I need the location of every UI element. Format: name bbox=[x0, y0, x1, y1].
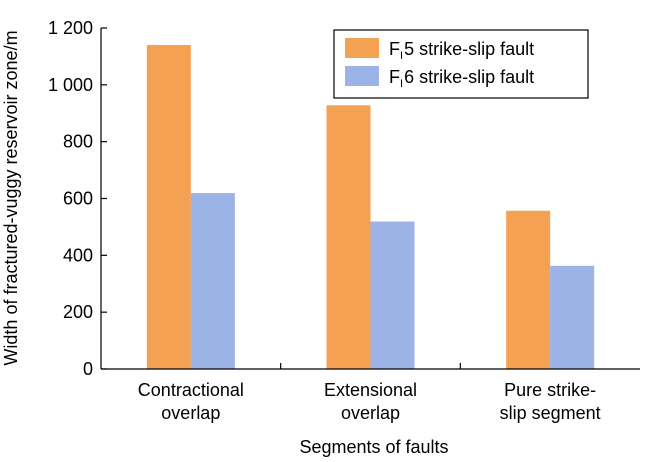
x-ticks-group: Contractional overlap Extensional overlap Pu… bbox=[138, 363, 601, 423]
bar-f5-2 bbox=[506, 210, 551, 369]
legend-swatch bbox=[345, 38, 379, 58]
bar-f5-1 bbox=[326, 105, 371, 369]
y-tick-label: 200 bbox=[63, 302, 93, 322]
y-ticks-group: 0 200 400 600 800 1 000 1 200 bbox=[48, 18, 107, 379]
y-tick-label: 600 bbox=[63, 189, 93, 209]
y-tick-label: 0 bbox=[83, 359, 93, 379]
legend: FI5 strike-slip fault FI6 strike-slip fau… bbox=[333, 29, 589, 99]
legend-label: FI6 strike-slip fault bbox=[389, 67, 534, 90]
y-tick-label: 400 bbox=[63, 245, 93, 265]
x-tick-label: Contractional bbox=[138, 380, 244, 400]
y-tick-label: 1 000 bbox=[48, 75, 93, 95]
bars-group bbox=[146, 45, 595, 370]
x-tick-label: overlap bbox=[341, 403, 400, 423]
y-tick-label: 1 200 bbox=[48, 18, 93, 38]
x-tick-label: Extensional bbox=[324, 380, 417, 400]
legend-label: FI5 strike-slip fault bbox=[389, 39, 534, 62]
bar-f6-2 bbox=[550, 265, 595, 369]
x-tick-label: overlap bbox=[161, 403, 220, 423]
x-axis-label: Segments of faults bbox=[299, 437, 448, 457]
bar-f5-0 bbox=[146, 45, 191, 370]
y-tick-label: 800 bbox=[63, 132, 93, 152]
legend-swatch bbox=[345, 66, 379, 86]
x-tick-label: Pure strike- bbox=[504, 380, 596, 400]
bar-f6-0 bbox=[190, 193, 235, 369]
bar-f6-1 bbox=[370, 221, 415, 369]
y-axis-label: Width of fractured-vuggy reservoir zone/… bbox=[1, 30, 21, 365]
x-tick-label: slip segment bbox=[500, 403, 601, 423]
